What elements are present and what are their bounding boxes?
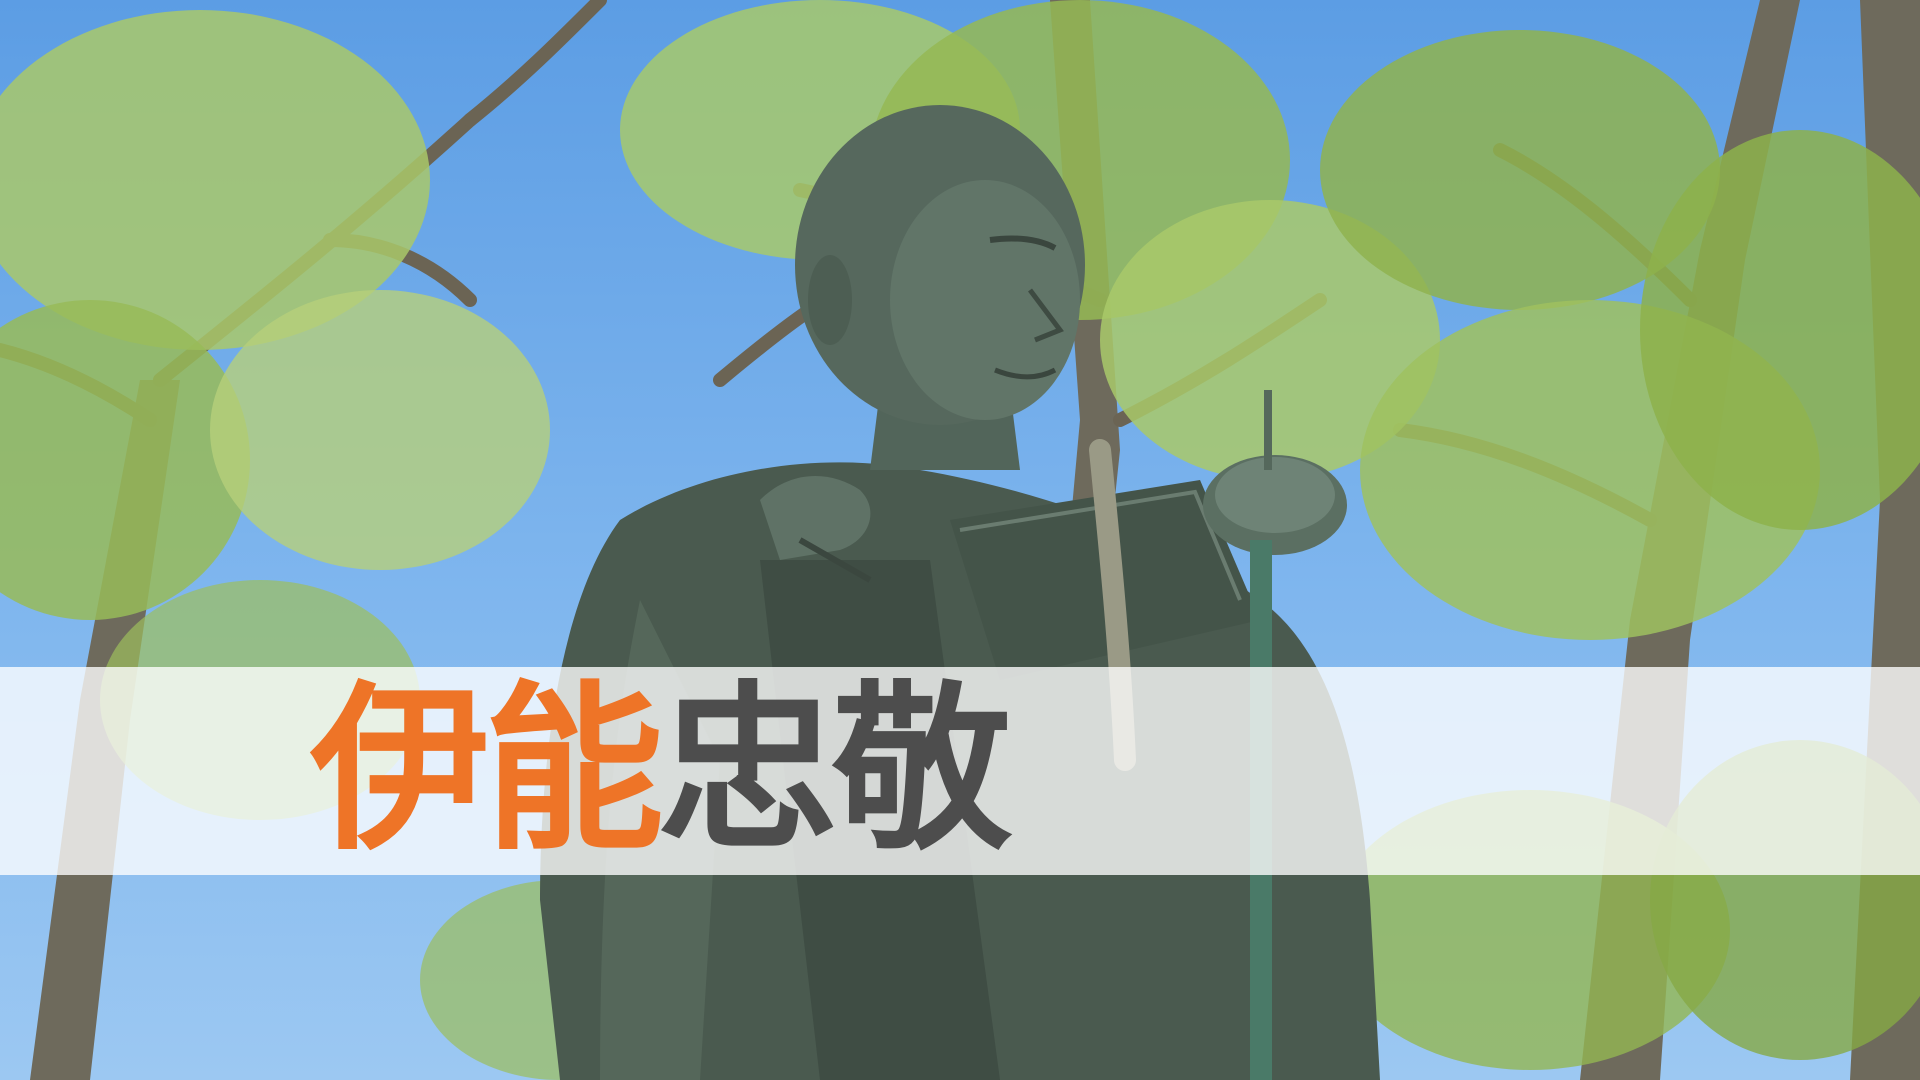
title-rest: 忠敬 — [658, 664, 1012, 875]
page-title: 伊能忠敬 — [310, 662, 1012, 877]
title-band — [0, 667, 1920, 875]
title-accent: 伊能 — [310, 664, 664, 875]
